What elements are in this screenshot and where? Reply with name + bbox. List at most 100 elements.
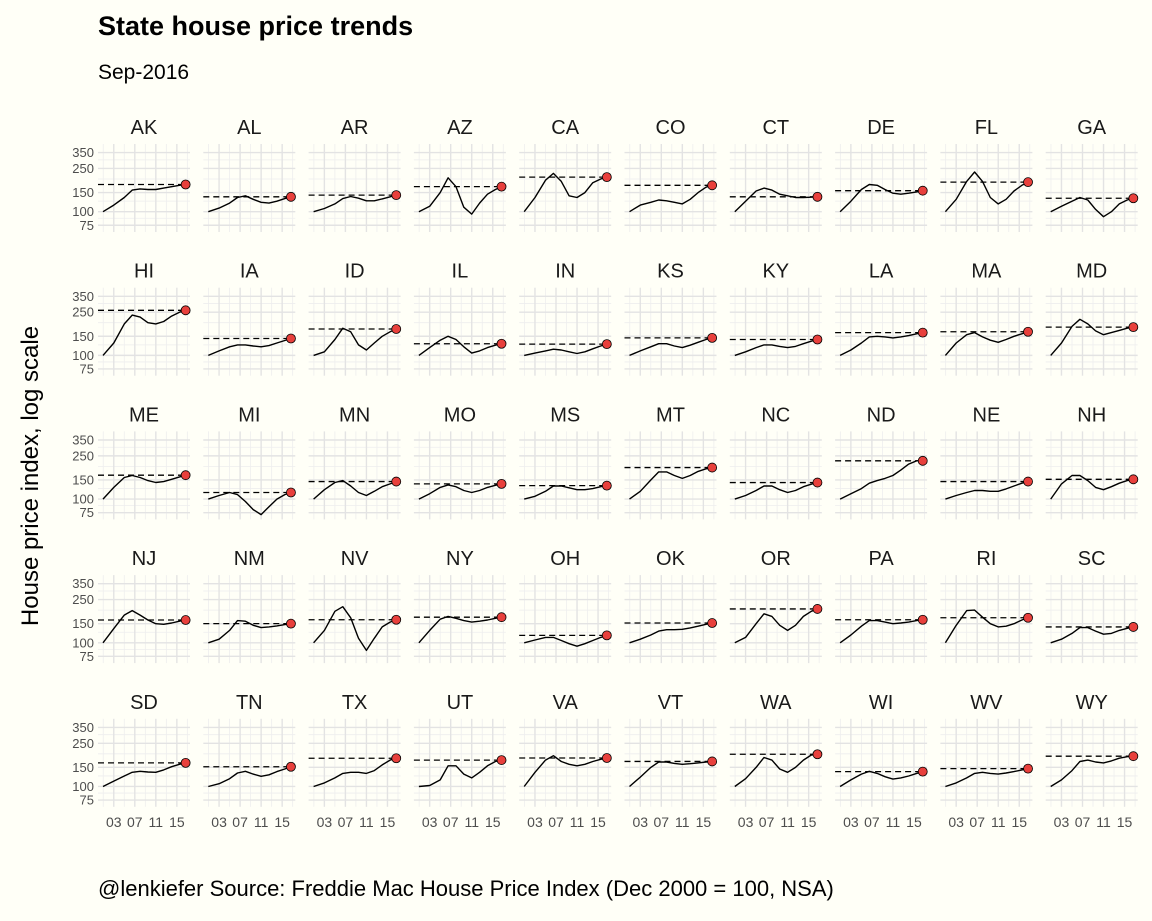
panel-nm: NM (203, 548, 296, 664)
panel-vt: VT 03 07 11 15 (624, 692, 718, 830)
series-line (418, 615, 502, 644)
x-tick-label: 15 (1011, 814, 1027, 830)
y-tick-label: 150 (72, 185, 94, 200)
x-tick-label: 07 (548, 814, 564, 830)
x-tick-label: 15 (906, 814, 922, 830)
series-line (734, 187, 818, 213)
series-line (629, 622, 713, 644)
latest-point (391, 614, 402, 625)
series-line (734, 608, 818, 644)
series-line (523, 755, 607, 787)
panel-ar: AR (308, 117, 402, 232)
panel-label: MT (656, 404, 685, 426)
latest-point (601, 630, 612, 641)
panel-label: WA (760, 692, 792, 714)
x-tick-label: 07 (759, 814, 775, 830)
series-line (523, 172, 608, 213)
panel-ks: KS (624, 261, 718, 376)
panel-tn: TN 03 07 11 15 (203, 692, 296, 830)
series-line (418, 335, 502, 356)
latest-point (286, 191, 296, 202)
y-tick-label: 350 (72, 576, 94, 591)
panel-label: HI (134, 261, 154, 283)
panel-label: NH (1077, 404, 1106, 426)
x-tick-label: 15 (380, 814, 396, 830)
latest-point (601, 753, 612, 763)
latest-point (286, 618, 296, 629)
x-tick-label: 03 (211, 814, 227, 830)
panel-al: AL (203, 117, 296, 232)
series-line (839, 183, 923, 213)
x-tick-label: 07 (864, 814, 880, 830)
y-tick-label: 100 (72, 492, 94, 507)
chart-caption: @lenkiefer Source: Freddie Mac House Pri… (98, 876, 834, 901)
latest-point (1023, 177, 1033, 188)
panel-label: TX (342, 692, 368, 714)
series-line (629, 466, 713, 500)
x-tick-label: 07 (127, 814, 143, 830)
panel-label: ME (129, 404, 159, 426)
latest-point (917, 455, 928, 466)
panel-label: IN (555, 261, 575, 283)
panel-wa: WA 03 07 11 15 (729, 692, 823, 830)
x-tick-label: 11 (886, 814, 901, 830)
panel-label: ID (345, 261, 365, 283)
panel-az: AZ (413, 117, 507, 232)
series-line (102, 762, 186, 788)
panel-ms: MS (519, 404, 612, 520)
series-line (418, 759, 502, 788)
x-tick-label: 07 (1075, 814, 1091, 830)
panel-label: MD (1076, 261, 1107, 283)
latest-point (496, 478, 507, 489)
series-line (734, 753, 818, 788)
panel-ma: MA (940, 261, 1033, 376)
panel-label: DE (867, 117, 895, 139)
y-tick-label: 75 (80, 649, 94, 664)
series-line (839, 460, 923, 500)
series-line (208, 337, 292, 357)
panel-fl: FL (940, 117, 1033, 232)
series-line (1050, 626, 1134, 644)
series-line (524, 634, 608, 647)
series-line (208, 195, 292, 213)
panel-mn: MN (308, 404, 402, 520)
panel-label: NM (234, 548, 265, 570)
latest-point (1023, 612, 1033, 623)
series-line (313, 757, 397, 788)
latest-point (286, 487, 296, 498)
panel-ri: RI (940, 548, 1033, 664)
x-tick-label: 03 (738, 814, 754, 830)
latest-point (391, 753, 402, 764)
series-line (945, 480, 1029, 500)
y-tick-label: 150 (72, 472, 94, 487)
series-line (313, 194, 397, 213)
y-tick-label: 100 (72, 348, 94, 363)
panel-label: WV (970, 692, 1003, 714)
panel-label: RI (976, 548, 996, 570)
panel-label: IL (452, 261, 469, 283)
panel-label: FL (975, 117, 998, 139)
latest-point (180, 179, 191, 190)
panel-label: NV (341, 548, 369, 570)
series-line (1050, 318, 1134, 356)
series-line (629, 760, 713, 788)
panel-ky: KY (729, 261, 823, 376)
latest-point (707, 462, 718, 473)
panel-label: LA (869, 261, 894, 283)
y-tick-label: 250 (72, 736, 94, 751)
latest-point (1128, 751, 1139, 762)
panel-label: CO (656, 117, 686, 139)
latest-point (1128, 622, 1139, 632)
y-tick-label: 75 (80, 793, 94, 808)
series-line (839, 619, 923, 644)
x-tick-label: 03 (632, 814, 648, 830)
latest-point (812, 604, 823, 614)
panel-label: IA (240, 261, 260, 283)
latest-point (917, 327, 928, 338)
panel-or: OR (729, 548, 823, 664)
latest-point (391, 190, 402, 201)
panel-label: SC (1078, 548, 1106, 570)
y-tick-label: 75 (80, 361, 94, 376)
x-tick-label: 15 (801, 814, 817, 830)
